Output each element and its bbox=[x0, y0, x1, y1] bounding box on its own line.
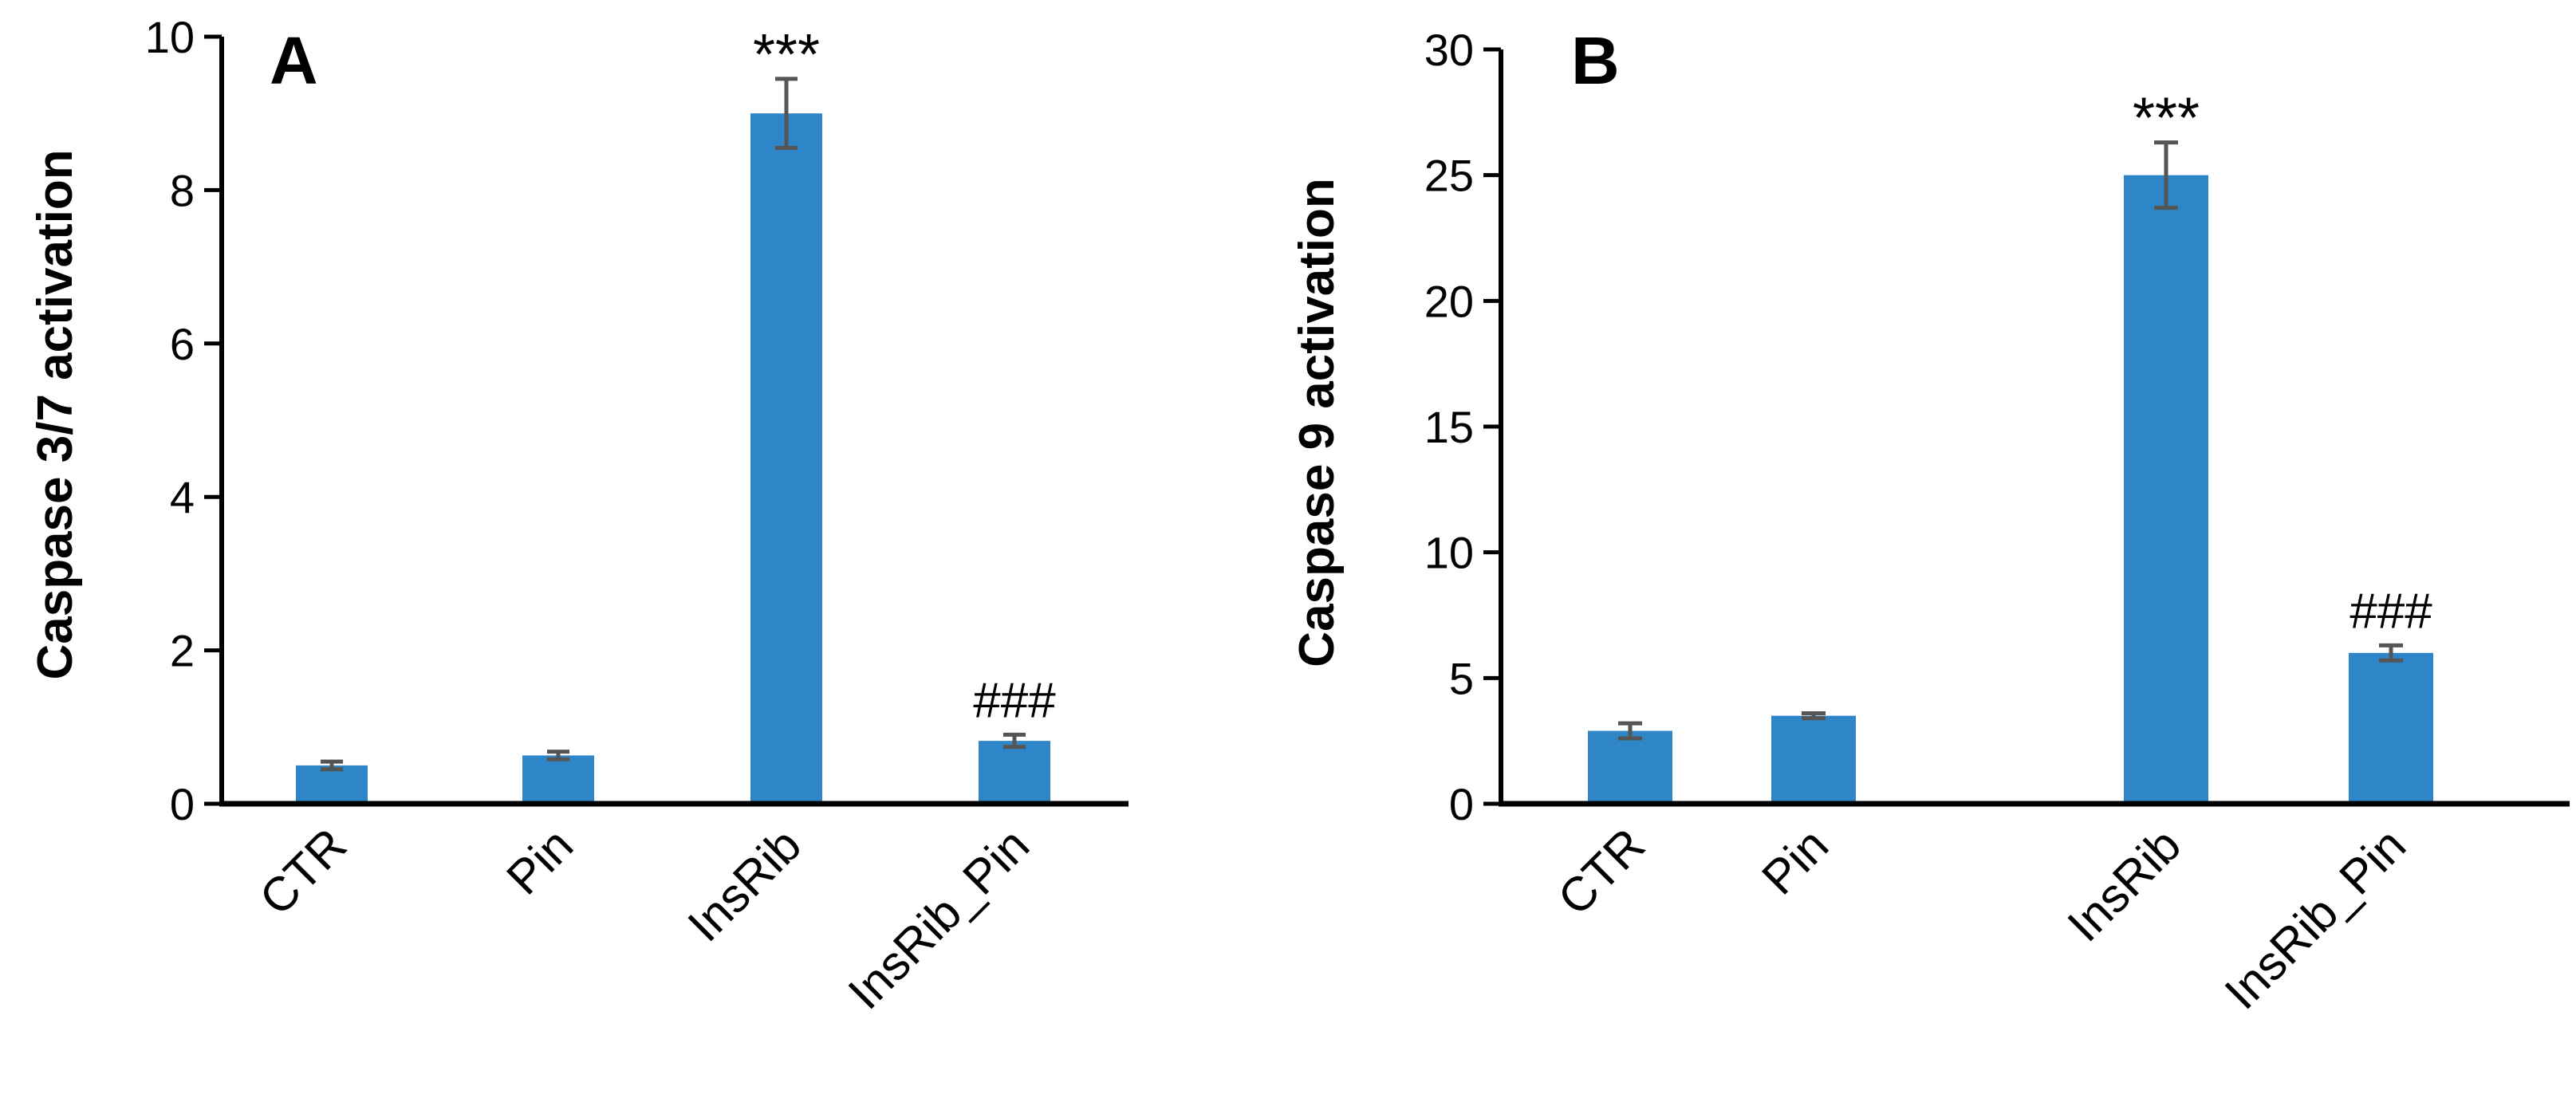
bar bbox=[1588, 730, 1672, 804]
y-tick-label: 5 bbox=[1449, 653, 1474, 703]
significance-stars: *** bbox=[2133, 87, 2200, 151]
significance-hashes: ### bbox=[973, 673, 1056, 728]
panel-a-letter: A bbox=[270, 23, 318, 98]
panel-b-y-ticks: 0 5 10 15 20 25 30 bbox=[1424, 25, 1501, 829]
panel-b-category-labels: CTR Pin InsRib InsRib_Pin bbox=[1548, 818, 2416, 1020]
category-label: InsRib bbox=[2058, 818, 2192, 952]
panel-b-error-bars bbox=[1618, 140, 2403, 741]
category-label: InsRib_Pin bbox=[838, 818, 1040, 1020]
y-tick-label: 0 bbox=[1449, 779, 1474, 829]
y-tick-label: 6 bbox=[170, 319, 195, 369]
bar bbox=[1771, 715, 1856, 804]
bar bbox=[522, 755, 594, 804]
panel-b: B Caspase 9 activation 0 5 10 15 20 25 30 *** #… bbox=[1290, 23, 2570, 1019]
y-tick-label: 4 bbox=[170, 472, 195, 522]
panel-b-annotations: *** ### bbox=[2133, 87, 2432, 640]
category-label: CTR bbox=[250, 818, 357, 926]
bar bbox=[2349, 652, 2433, 804]
bar bbox=[750, 113, 822, 804]
y-tick-label: 10 bbox=[1424, 528, 1474, 578]
significance-hashes: ### bbox=[2350, 584, 2432, 639]
y-tick-label: 10 bbox=[145, 12, 195, 62]
panel-a-y-axis-label: Caspase 3/7 activation bbox=[28, 149, 83, 679]
y-tick-label: 25 bbox=[1424, 151, 1474, 201]
category-label: Pin bbox=[496, 818, 583, 905]
panel-a-bars bbox=[296, 113, 1050, 804]
y-tick-label: 8 bbox=[170, 165, 195, 215]
bar bbox=[979, 741, 1050, 804]
panel-a-category-labels: CTR Pin InsRib InsRib_Pin bbox=[250, 818, 1040, 1020]
category-label: InsRib bbox=[678, 818, 812, 952]
significance-stars: *** bbox=[753, 23, 820, 87]
panel-b-bars bbox=[1588, 175, 2433, 804]
panel-b-y-axis-label: Caspase 9 activation bbox=[1290, 178, 1345, 667]
y-tick-label: 20 bbox=[1424, 276, 1474, 326]
y-tick-label: 15 bbox=[1424, 402, 1474, 452]
panel-a-error-bars bbox=[321, 77, 1026, 772]
y-tick-label: 2 bbox=[170, 626, 195, 676]
panel-a-annotations: *** ### bbox=[753, 23, 1056, 729]
bar bbox=[296, 765, 368, 804]
y-tick-label: 30 bbox=[1424, 25, 1474, 75]
bar bbox=[2124, 175, 2208, 804]
panel-b-letter: B bbox=[1571, 23, 1620, 98]
category-label: CTR bbox=[1548, 818, 1656, 926]
panel-a-y-ticks: 0 2 4 6 8 10 bbox=[145, 12, 222, 829]
category-label: Pin bbox=[1751, 818, 1838, 905]
y-tick-label: 0 bbox=[170, 779, 195, 829]
category-label: InsRib_Pin bbox=[2215, 818, 2416, 1020]
